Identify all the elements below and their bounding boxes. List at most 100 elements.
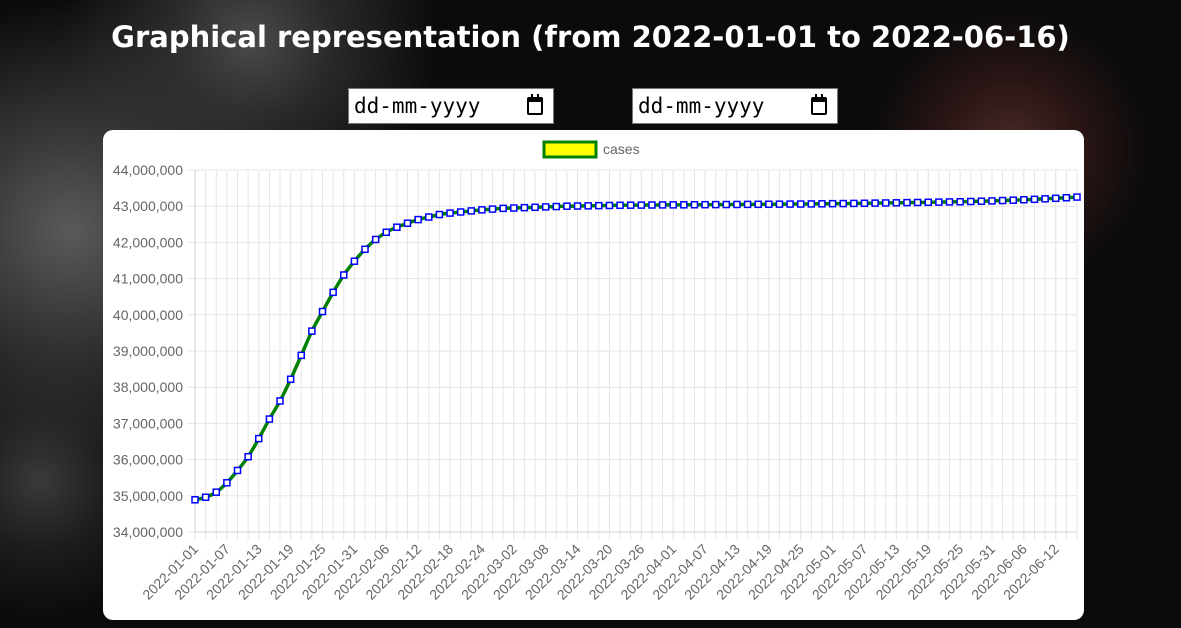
data-point: [488, 205, 497, 213]
data-point: [701, 200, 709, 209]
data-point: [860, 199, 869, 208]
data-point: [403, 219, 412, 227]
data-point: [881, 199, 890, 207]
y-tick-label: 35,000,000: [113, 488, 183, 504]
data-point: [478, 206, 486, 214]
data-point: [839, 199, 847, 208]
data-point: [563, 202, 571, 210]
data-point: [658, 201, 667, 209]
data-point: [382, 228, 391, 237]
data-point: [913, 198, 922, 207]
data-point: [850, 199, 858, 208]
data-point: [722, 200, 731, 209]
data-point: [786, 200, 794, 208]
y-tick-label: 39,000,000: [113, 343, 183, 359]
end-date-input[interactable]: dd-mm-yyyy: [632, 88, 838, 124]
y-tick-label: 34,000,000: [113, 524, 183, 540]
data-point: [531, 203, 539, 212]
y-tick-label: 40,000,000: [113, 307, 183, 323]
data-point: [467, 207, 476, 215]
data-point: [541, 203, 550, 211]
data-point: [329, 288, 337, 297]
data-point: [297, 351, 306, 360]
data-point: [191, 496, 199, 504]
data-point: [903, 198, 911, 207]
start-date-input[interactable]: dd-mm-yyyy: [348, 88, 554, 124]
data-point: [1062, 193, 1071, 202]
data-point: [765, 200, 773, 208]
data-point: [680, 201, 688, 209]
data-point: [690, 201, 699, 209]
y-tick-label: 44,000,000: [113, 162, 183, 178]
start-date-placeholder: dd-mm-yyyy: [354, 94, 481, 118]
end-date-placeholder: dd-mm-yyyy: [638, 94, 765, 118]
data-point: [605, 201, 614, 210]
data-point: [956, 197, 964, 206]
data-point: [669, 201, 677, 209]
data-point: [371, 235, 380, 244]
data-point: [393, 223, 401, 231]
data-point: [223, 479, 231, 487]
data-point: [201, 493, 210, 501]
calendar-icon[interactable]: [811, 94, 827, 115]
data-point: [244, 452, 252, 461]
data-point: [446, 209, 454, 217]
data-point: [743, 200, 752, 209]
data-point: [265, 415, 274, 423]
data-point: [998, 196, 1007, 205]
data-point: [414, 215, 422, 224]
data-point: [318, 307, 327, 316]
data-point: [935, 198, 943, 206]
y-tick-label: 37,000,000: [113, 415, 183, 431]
legend-label: cases: [603, 141, 640, 157]
data-point: [595, 201, 603, 210]
data-point: [1030, 195, 1039, 204]
data-point: [733, 200, 741, 209]
data-point: [637, 201, 646, 209]
data-point: [425, 213, 433, 221]
data-point: [552, 202, 561, 211]
chart-card: 44,000,000 43,000,000 42,000,000 41,000,000…: [103, 130, 1084, 620]
data-point: [361, 245, 369, 254]
cases-line-chart: 44,000,000 43,000,000 42,000,000 41,000,000…: [113, 140, 1081, 603]
data-point: [775, 200, 784, 208]
data-point: [276, 397, 284, 405]
data-point: [308, 327, 316, 335]
data-point: [796, 200, 805, 208]
data-point: [871, 199, 879, 207]
data-point: [924, 198, 932, 207]
data-point: [818, 200, 826, 208]
y-tick-label: 38,000,000: [113, 379, 183, 395]
data-point: [435, 210, 444, 219]
data-point: [626, 201, 635, 209]
data-point: [255, 434, 263, 443]
data-point: [350, 257, 359, 265]
y-tick-label: 43,000,000: [113, 198, 183, 214]
data-point: [520, 203, 529, 212]
data-point: [807, 200, 816, 208]
data-point: [510, 204, 518, 212]
data-point: [1020, 196, 1028, 204]
data-point: [1073, 193, 1081, 201]
data-point: [711, 200, 720, 209]
data-point: [945, 198, 954, 206]
data-point: [456, 208, 465, 216]
data-point: [340, 271, 348, 279]
data-point: [616, 201, 624, 210]
data-point: [648, 201, 656, 209]
calendar-icon[interactable]: [527, 94, 543, 115]
data-point: [212, 488, 221, 496]
data-point: [573, 202, 582, 210]
data-point: [286, 375, 295, 383]
data-point: [966, 197, 975, 206]
y-tick-label: 36,000,000: [113, 452, 183, 468]
data-point: [584, 202, 592, 210]
data-point: [828, 199, 837, 208]
data-point: [1051, 194, 1060, 203]
data-point: [499, 204, 507, 213]
data-point: [233, 466, 242, 475]
page-title: Graphical representation (from 2022-01-0…: [111, 20, 1070, 54]
data-point: [988, 197, 996, 205]
legend-swatch: [542, 140, 598, 159]
data-point: [977, 197, 986, 205]
